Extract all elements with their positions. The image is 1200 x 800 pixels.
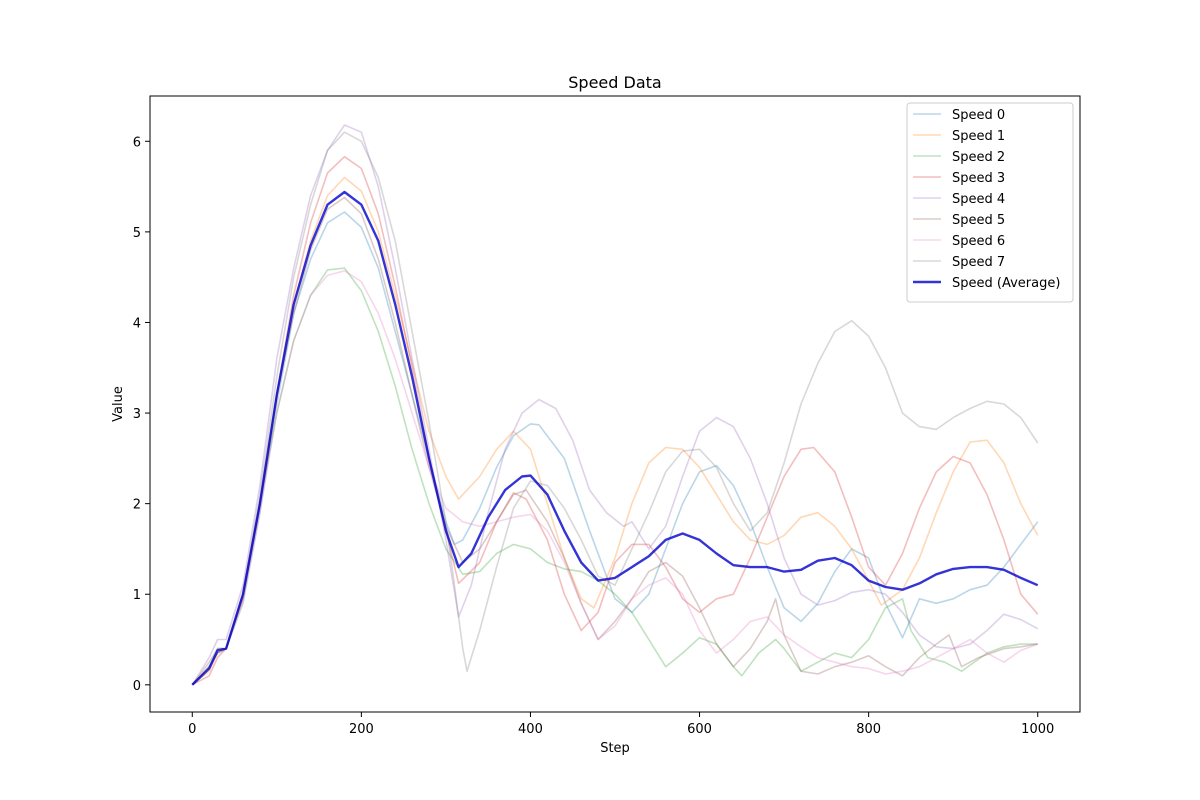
legend-label: Speed 4 [952,192,1005,207]
series-line-7 [191,131,1039,686]
legend-label: Speed 6 [952,234,1005,249]
legend-label: Speed 0 [952,108,1005,123]
series-line-5 [191,196,1038,686]
legend-label: Speed 1 [952,129,1005,144]
y-tick-label: 5 [133,226,141,241]
x-tick-label: 1000 [1021,722,1054,737]
x-tick-label: 400 [518,722,543,737]
x-tick-label: 200 [349,722,374,737]
y-tick-label: 2 [133,498,141,513]
series-layer [191,124,1039,686]
series-line-6 [191,270,1038,686]
series-line-8 [191,190,1039,686]
legend-box [906,102,1074,303]
series-line-0 [191,211,1039,686]
series-line-2 [191,267,1038,686]
legend-label: Speed 5 [952,213,1005,228]
series-line-4 [191,124,1039,686]
legend-label: Speed 7 [952,255,1005,270]
legend: Speed 0 Speed 1 Speed 2 Speed 3 Speed 4 Speed… [906,102,1074,303]
x-axis-title: Step [600,741,630,756]
y-tick-label: 0 [133,679,141,694]
legend-label: Speed (Average) [952,276,1060,291]
y-tick-label: 4 [133,316,141,331]
axes-layer: 0 200 400 600 800 1000 0 1 2 3 4 5 6 [133,95,1081,737]
legend-label: Speed 2 [952,150,1005,165]
y-axis-title: Value [111,386,126,422]
chart-title: Speed Data [568,73,661,92]
plot-frame [149,95,1081,713]
y-tick-label: 3 [133,407,141,422]
x-tick-label: 800 [856,722,881,737]
series-line-1 [191,176,1039,686]
y-tick-label: 6 [133,135,141,150]
y-tick-label: 1 [133,588,141,603]
legend-label: Speed 3 [952,171,1005,186]
x-tick-label: 600 [687,722,712,737]
series-line-3 [191,155,1039,686]
x-tick-label: 0 [188,722,196,737]
